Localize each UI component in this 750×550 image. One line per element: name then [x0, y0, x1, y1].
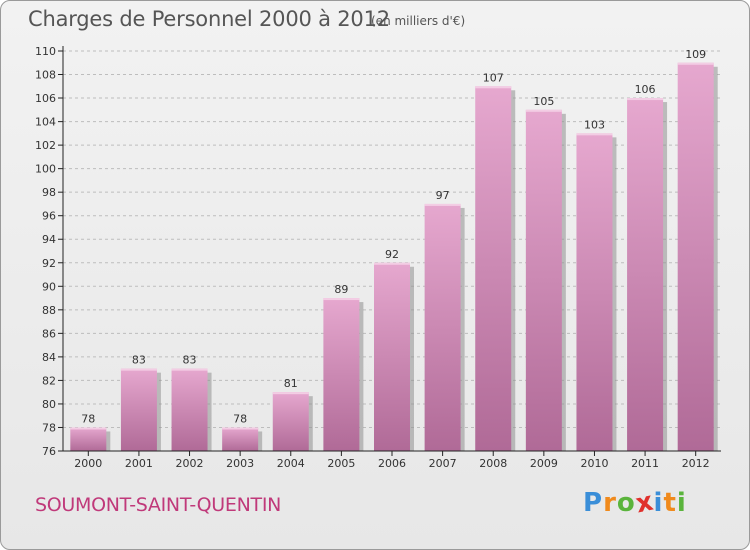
x-axis: 2000 2001 2002 2003 2004 2005 2006 2007 2008 2009… [63, 450, 721, 470]
bar-highlight [475, 86, 512, 89]
x-tick-label: 2008 [479, 457, 507, 470]
bar-highlight [374, 262, 410, 265]
bar-2001 [120, 368, 157, 451]
data-label: 81 [284, 377, 298, 390]
bar-highlight [323, 298, 360, 301]
y-tick-label: 80 [42, 398, 56, 411]
bar-highlight [525, 109, 562, 112]
bar-2009 [525, 109, 562, 451]
y-tick-label: 86 [42, 327, 56, 340]
bar-2003 [222, 427, 259, 451]
bar-2012 [677, 62, 714, 451]
y-tick-label: 100 [35, 163, 56, 176]
y-tick-label: 82 [42, 374, 56, 387]
y-tick-label: 108 [35, 69, 56, 82]
chart-subtitle: (en milliers d'€) [371, 14, 466, 28]
data-label: 92 [385, 248, 399, 261]
bar-highlight [222, 427, 259, 430]
x-tick-label: 2003 [226, 457, 254, 470]
bar-2004 [272, 392, 309, 451]
logo-letter: t [663, 488, 677, 518]
bar-highlight [70, 427, 107, 430]
bar-2007 [424, 203, 461, 451]
x-tick-label: 2009 [530, 457, 558, 470]
bar-highlight [677, 62, 714, 65]
y-tick-label: 88 [42, 304, 56, 317]
x-tick-label: 2007 [429, 457, 457, 470]
y-tick-label: 84 [42, 351, 56, 364]
x-tick-label: 2000 [74, 457, 102, 470]
x-tick-label: 2004 [277, 457, 305, 470]
y-tick-label: 104 [35, 116, 56, 129]
x-tick-label: 2012 [682, 457, 710, 470]
x-tick-label: 2001 [125, 457, 153, 470]
y-tick-label: 98 [42, 186, 56, 199]
logo-letter: i [676, 488, 687, 518]
y-axis: 76 78 80 82 84 86 88 90 92 94 96 98 100 102 104 106 108 1… [35, 45, 64, 458]
y-tick-label: 110 [35, 45, 56, 58]
y-tick-label: 76 [42, 445, 56, 458]
data-label: 109 [685, 48, 706, 61]
bar-highlight [627, 98, 664, 101]
bar-highlight [120, 368, 157, 371]
y-tick-label: 92 [42, 257, 56, 270]
x-tick-label: 2006 [378, 457, 406, 470]
logo-letter: o [616, 488, 636, 518]
y-tick-label: 94 [42, 233, 56, 246]
bar-highlight [272, 392, 309, 395]
y-tick-label: 102 [35, 139, 56, 152]
bar-2005 [323, 298, 360, 451]
city-name: SOUMONT-SAINT-QUENTIN [35, 494, 282, 516]
logo-letter: i [653, 488, 664, 518]
y-tick-label: 78 [42, 421, 56, 434]
data-label: 83 [183, 354, 197, 367]
data-label: 107 [483, 71, 504, 84]
bar-2011 [627, 98, 664, 451]
data-label: 106 [635, 83, 656, 96]
bar-2000 [70, 427, 107, 451]
bar-highlight [171, 368, 208, 371]
x-tick-label: 2010 [580, 457, 608, 470]
x-tick-label: 2011 [631, 457, 659, 470]
bar-2010 [576, 133, 613, 451]
x-tick-label: 2002 [176, 457, 204, 470]
bar-highlight [576, 133, 613, 136]
data-label: 103 [584, 118, 605, 131]
logo-letter: P [583, 488, 604, 518]
bar-2002 [171, 368, 208, 451]
bar-2006 [374, 262, 410, 451]
proxiti-logo: Proxiti [583, 486, 687, 519]
data-label: 89 [334, 283, 348, 296]
logo-letter: r [603, 488, 617, 518]
data-label: 105 [533, 95, 554, 108]
y-tick-label: 96 [42, 210, 56, 223]
data-label: 97 [436, 189, 450, 202]
y-tick-label: 90 [42, 280, 56, 293]
bars: 78 83 83 78 81 89 92 97 107 105 103 106 109 [70, 48, 718, 451]
data-label: 83 [132, 354, 146, 367]
data-label: 78 [233, 412, 247, 425]
data-label: 78 [81, 412, 95, 425]
bar-2008 [475, 86, 512, 451]
x-tick-label: 2005 [327, 457, 355, 470]
y-tick-label: 106 [35, 92, 56, 105]
bar-highlight [424, 203, 461, 206]
chart-title: Charges de Personnel 2000 à 2012 [28, 7, 390, 31]
